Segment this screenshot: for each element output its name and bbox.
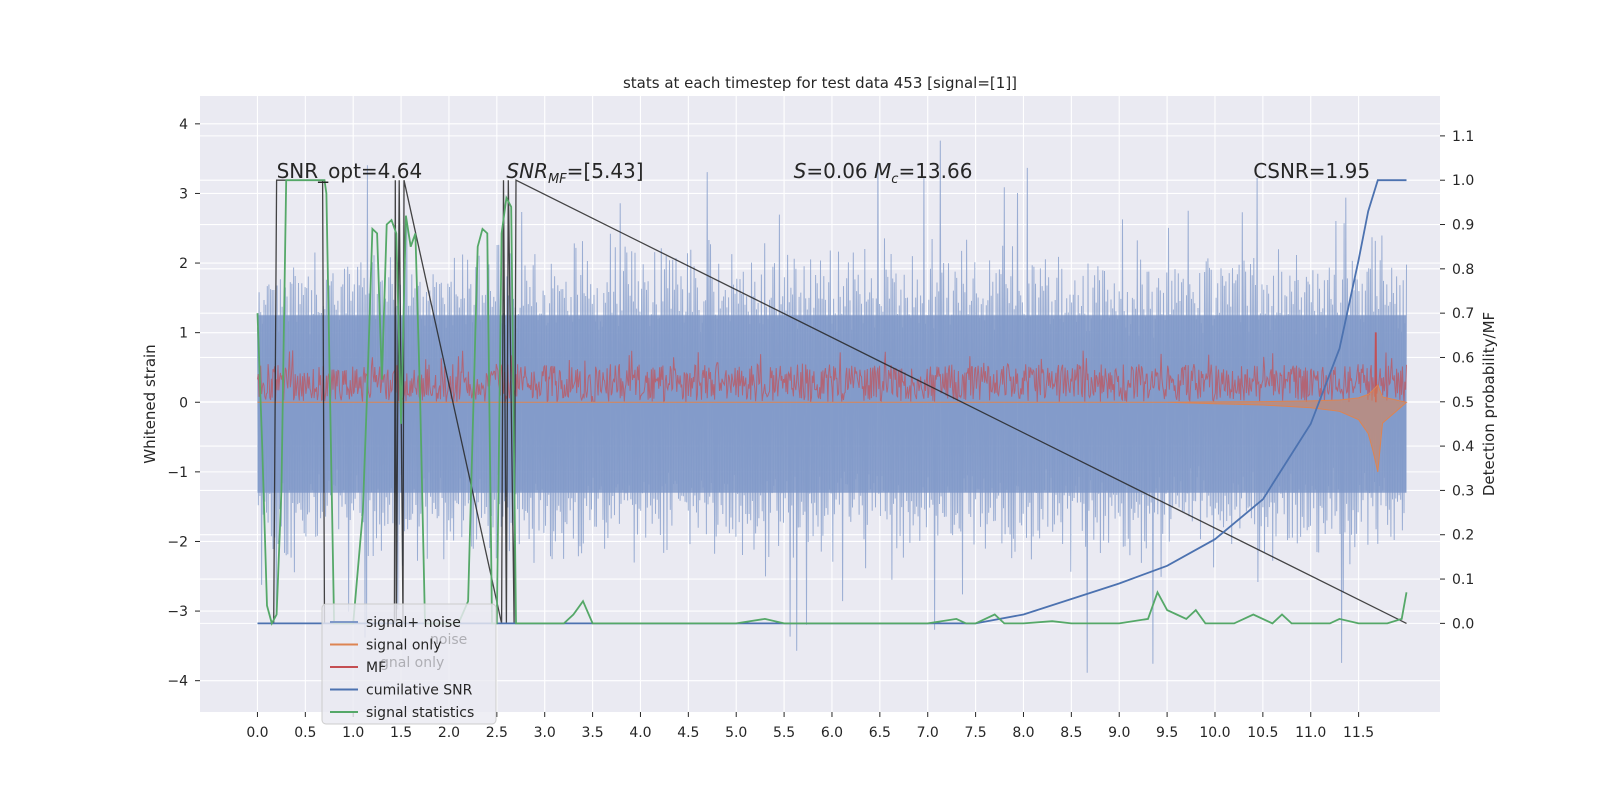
x-tick-label: 5.0 xyxy=(725,725,747,741)
x-tick-label: 1.5 xyxy=(390,725,412,741)
y-tick-label: −1 xyxy=(167,465,188,481)
legend: noise gnal only signal+ noise signal only MF… xyxy=(321,603,497,725)
y-right-tick-label: 0.1 xyxy=(1452,572,1474,588)
x-tick-label: 4.5 xyxy=(677,725,699,741)
annotation-s-mc: S=0.06 Mc=13.66 xyxy=(794,159,973,187)
y-right-tick-label: 0.2 xyxy=(1452,528,1474,544)
legend-label: signal only xyxy=(366,638,441,654)
chart-title: stats at each timestep for test data 453… xyxy=(623,74,1017,92)
series-signal-statistics xyxy=(256,179,1408,626)
legend-box xyxy=(321,603,497,725)
x-tick-label: 5.5 xyxy=(773,725,795,741)
ticks-layer: 0.0 0.5 1.0 1.5 2.0 2.5 3.0 3.5 4.0 4.5 5.0 5.5 6.0 6… xyxy=(167,117,1474,741)
x-tick-label: 8.5 xyxy=(1060,725,1082,741)
x-tick-label: 0.0 xyxy=(246,725,268,741)
legend-label: MF xyxy=(366,660,386,676)
x-tick-label: 1.0 xyxy=(342,725,364,741)
y-right-tick-label: 0.7 xyxy=(1452,306,1474,322)
y-axis-label: Whitened strain xyxy=(141,344,159,463)
y-right-tick-label: 0.0 xyxy=(1452,616,1474,632)
series-layer xyxy=(256,140,1408,673)
y-tick-label: 0 xyxy=(179,395,188,411)
x-tick-label: 6.5 xyxy=(869,725,891,741)
x-tick-label: 0.5 xyxy=(294,725,316,741)
x-tick-label: 7.5 xyxy=(964,725,986,741)
legend-label: signal statistics xyxy=(366,705,474,721)
annotation-snr-mf: SNRMF=[5.43] xyxy=(506,159,643,187)
y-axis-right-label: Detection probability/MF xyxy=(1480,312,1498,496)
x-tick-label: 11.5 xyxy=(1343,725,1374,741)
y-right-tick-label: 0.5 xyxy=(1452,395,1474,411)
y-tick-label: 4 xyxy=(179,117,188,133)
x-tick-label: 9.0 xyxy=(1108,725,1130,741)
annotation-snr-opt: SNR_opt=4.64 xyxy=(277,159,423,183)
x-tick-label: 7.0 xyxy=(917,725,939,741)
y-tick-label: −3 xyxy=(167,604,188,620)
legend-ghost-label: noise xyxy=(430,632,467,648)
y-right-tick-label: 1.1 xyxy=(1452,129,1474,145)
y-right-tick-label: 1.0 xyxy=(1452,173,1474,189)
annotations: SNR_opt=4.64 SNRMF=[5.43] S=0.06 Mc=13.66 C… xyxy=(277,159,1370,187)
y-right-tick-label: 0.9 xyxy=(1452,218,1474,234)
y-right-tick-label: 0.8 xyxy=(1452,262,1474,278)
x-tick-label: 8.0 xyxy=(1012,725,1034,741)
x-tick-label: 11.0 xyxy=(1295,725,1326,741)
x-tick-label: 3.0 xyxy=(534,725,556,741)
x-tick-label: 4.0 xyxy=(629,725,651,741)
y-right-tick-label: 0.6 xyxy=(1452,350,1474,366)
x-tick-label: 2.0 xyxy=(438,725,460,741)
legend-label: cumilative SNR xyxy=(366,683,473,699)
y-right-tick-label: 0.4 xyxy=(1452,439,1474,455)
x-tick-label: 10.5 xyxy=(1247,725,1278,741)
x-tick-label: 6.0 xyxy=(821,725,843,741)
series-signal-only xyxy=(257,383,1408,473)
y-tick-label: 1 xyxy=(179,326,188,342)
x-tick-label: 2.5 xyxy=(486,725,508,741)
annotation-csnr: CSNR=1.95 xyxy=(1253,159,1370,183)
y-tick-label: −4 xyxy=(167,674,188,690)
y-tick-label: 3 xyxy=(179,186,188,202)
legend-ghost-label: gnal only xyxy=(380,655,444,671)
y-right-tick-label: 0.3 xyxy=(1452,483,1474,499)
y-tick-label: 2 xyxy=(179,256,188,272)
x-tick-label: 10.0 xyxy=(1199,725,1230,741)
legend-label: signal+ noise xyxy=(366,615,461,631)
y-tick-label: −2 xyxy=(167,534,188,550)
x-tick-label: 9.5 xyxy=(1156,725,1178,741)
x-tick-label: 3.5 xyxy=(581,725,603,741)
